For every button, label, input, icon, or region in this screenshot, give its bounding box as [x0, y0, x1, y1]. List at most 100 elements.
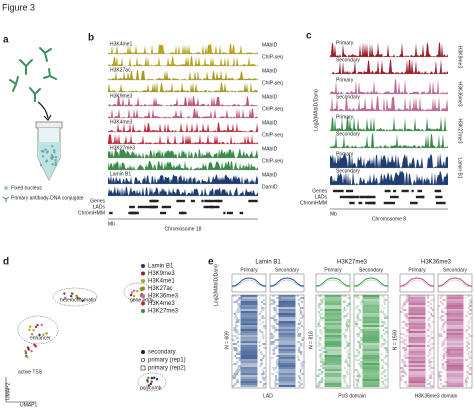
heatmap-cell [402, 303, 407, 305]
heatmap-cell [320, 317, 325, 319]
heatmap-cell [240, 357, 258, 359]
heatmap-cell [240, 361, 258, 363]
heatmap-cell [273, 347, 278, 349]
heatmap-cell [408, 361, 426, 363]
heatmap-cell [446, 303, 464, 305]
heatmap-cell [381, 367, 384, 369]
heatmap-cell [408, 377, 426, 379]
heatmap-cell [278, 333, 296, 335]
heatmap-cell [273, 331, 277, 333]
legend-text: H3K27me3 [148, 309, 179, 315]
heatmap-cell [298, 377, 301, 379]
track-row-label: Primary [336, 77, 354, 83]
heatmap-cell [276, 371, 279, 373]
heatmap-cell [345, 341, 349, 343]
heatmap-cell [362, 329, 380, 331]
legend-text: Fixed nucleus [11, 185, 42, 191]
heatmap-cell [357, 341, 361, 343]
heatmap-cell [467, 347, 470, 349]
umap-point [132, 289, 136, 292]
heatmap-cell [297, 303, 300, 305]
heatmap-cell [446, 333, 464, 335]
nucleus [46, 150, 50, 153]
heatmap-cell [430, 307, 433, 309]
track-name: Lamin B1 [457, 157, 463, 178]
heatmap-cell [318, 305, 321, 307]
heatmap-cell [408, 339, 426, 341]
heatmap-cell [300, 365, 305, 367]
annotation-block [132, 205, 135, 209]
annotation-block [366, 195, 376, 199]
umap-point [36, 323, 39, 327]
heatmap-cell [275, 361, 280, 363]
heatmap-cell [404, 323, 409, 325]
arrow [37, 101, 49, 119]
annotation-block [223, 211, 226, 215]
heatmap-cell [317, 307, 323, 309]
heatmap-cell [234, 325, 239, 327]
heatmap-cell [262, 299, 265, 301]
heatmap-cell [259, 365, 262, 367]
nuclei [39, 144, 58, 167]
heatmap-cell [400, 367, 404, 369]
heatmap-cell [427, 341, 431, 343]
heatmap-cell [355, 385, 359, 387]
heatmap-cell [275, 323, 280, 325]
heatmap-cell [270, 303, 275, 305]
heatmap-cell [322, 367, 325, 369]
heatmap-cell [428, 377, 433, 379]
heatmap-cell [275, 355, 280, 357]
heatmap-cell [324, 323, 342, 325]
heatmap-cell [260, 363, 264, 365]
legend-text: H3K4me3 [148, 301, 175, 307]
profile-line [231, 277, 267, 287]
heatmap-cell [274, 311, 278, 313]
heatmap-cell [362, 315, 380, 317]
heatmap-cell [270, 341, 276, 343]
heatmap-cell [270, 335, 275, 337]
heatmap-cell [469, 301, 473, 303]
heatmap-cell [362, 365, 380, 367]
heatmap-cell [235, 315, 237, 317]
heatmap-cell [442, 353, 446, 355]
heatmap-cell [426, 335, 431, 337]
heatmap-cell [278, 377, 296, 379]
heatmap-frame [437, 294, 473, 389]
heatmap-cell [439, 301, 442, 303]
heatmap-cell [446, 379, 464, 381]
annotation-block [203, 205, 213, 209]
heatmap-cell [232, 375, 237, 377]
heatmap-cell [438, 375, 442, 377]
heatmap-cell [408, 371, 426, 373]
track-row-label: Primary [336, 151, 354, 157]
heatmap-cell [240, 301, 258, 303]
heatmap-cell [319, 357, 323, 359]
heatmap-cell [382, 383, 385, 385]
heatmap-cell [382, 371, 386, 373]
umap-axes [5, 377, 36, 403]
heatmap-cell [278, 323, 296, 325]
heatmap-cell [236, 353, 241, 355]
heatmap-cell [408, 341, 426, 343]
heatmap-cell [324, 325, 342, 327]
heatmap-cell [465, 337, 468, 339]
heatmap-cell [429, 385, 434, 387]
heatmap-cell [446, 325, 464, 327]
heatmap-cell [324, 313, 342, 315]
nucleus [52, 149, 56, 152]
heatmap-cell [271, 373, 274, 375]
heatmap-cell [444, 361, 449, 363]
heatmap-cell [278, 313, 296, 315]
heatmap-cell [441, 367, 446, 369]
heatmap-cell [345, 325, 350, 327]
heatmap-cell [322, 351, 328, 353]
tube [35, 121, 63, 181]
heatmap-cell [276, 313, 281, 315]
heatmap-cell [262, 371, 265, 373]
heatmap-cell [299, 307, 304, 309]
heatmap-cell [345, 385, 349, 387]
heatmap-cell [441, 365, 445, 367]
heatmap-cell [438, 371, 442, 373]
heatmap-cell [405, 317, 410, 319]
heatmap-cell [362, 311, 380, 313]
